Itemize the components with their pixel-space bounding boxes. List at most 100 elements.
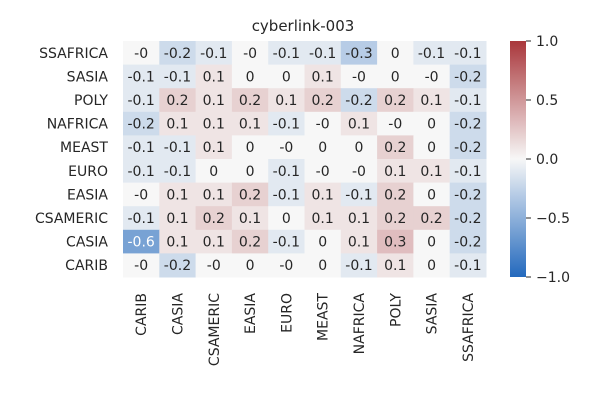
heatmap-cell: [268, 159, 305, 184]
heatmap-cell: [340, 159, 378, 184]
heatmap-cells: [123, 41, 487, 278]
heatmap-cell: [449, 182, 487, 207]
heatmap-cell-value: 0.1: [203, 117, 225, 133]
colorbar-tick-label: −0.5: [536, 211, 570, 227]
x-tick-label: CARIB: [134, 293, 150, 336]
heatmap-cell-value: -0.3: [345, 46, 372, 62]
heatmap-cell-value: -0.1: [345, 187, 372, 203]
y-tick-label: CASIA: [66, 235, 108, 251]
heatmap-cell-value: -0: [279, 258, 293, 274]
heatmap-cell-value: -0: [207, 258, 221, 274]
heatmap-cell: [377, 64, 414, 89]
heatmap-cell: [413, 64, 451, 89]
heatmap-cell-value: -0.1: [164, 140, 191, 156]
heatmap-cell-value: 0: [427, 187, 436, 203]
heatmap-cell: [377, 135, 414, 160]
x-tick-label: SSAFRICA: [461, 293, 477, 362]
heatmap-cell: [195, 41, 233, 66]
heatmap-cell: [231, 64, 269, 89]
heatmap-cell: [340, 88, 378, 113]
heatmap-cell-value: 0: [318, 235, 327, 251]
x-tick-label: NAFRICA: [352, 293, 368, 355]
y-tick-label: EASIA: [67, 187, 108, 203]
heatmap-cell: [231, 182, 269, 207]
heatmap-cell-value: 0.2: [166, 93, 188, 109]
heatmap-cell: [123, 253, 160, 278]
heatmap-cell-value: -0.1: [454, 93, 481, 109]
colorbar-tick-label: 1.0: [536, 34, 558, 50]
x-axis-tick-labels: CARIB CASIA CSAMERIC EASIA EURO MEAST NAFRICA P…: [134, 293, 477, 366]
heatmap-cell-value: 0: [246, 258, 255, 274]
heatmap-cell-value: 0.1: [348, 117, 370, 133]
heatmap-cell: [123, 229, 160, 254]
heatmap-cell: [231, 135, 269, 160]
heatmap-cell: [449, 229, 487, 254]
heatmap-cell-value: 0.1: [166, 117, 188, 133]
heatmap-cell: [195, 135, 233, 160]
heatmap-cell-value: -0.6: [127, 235, 154, 251]
heatmap-cell-value: 0: [391, 46, 400, 62]
heatmap-cell: [304, 182, 342, 207]
heatmap-cell: [340, 41, 378, 66]
heatmap-cell: [340, 182, 378, 207]
heatmap-cell-value: -0.2: [454, 69, 481, 85]
heatmap-cell-value: 0: [318, 140, 327, 156]
heatmap-cell-value: 0.1: [420, 164, 442, 180]
x-tick-label: SASIA: [425, 293, 441, 335]
heatmap-cell-value: 0.1: [166, 235, 188, 251]
heatmap-cell-value: 0.1: [203, 187, 225, 203]
heatmap-cell-value: -0.1: [127, 140, 154, 156]
y-tick-label: EURO: [68, 164, 108, 180]
heatmap-cell: [449, 111, 487, 136]
heatmap-cell: [268, 88, 305, 113]
heatmap-cell: [413, 253, 451, 278]
heatmap-cell-value: -0.1: [127, 69, 154, 85]
heatmap-cell-value: 0.1: [384, 258, 406, 274]
heatmap-cell: [304, 41, 342, 66]
heatmap-cell: [159, 64, 197, 89]
heatmap-cell-value: 0.1: [275, 93, 297, 109]
heatmap-cell-value: 0.2: [239, 235, 261, 251]
heatmap-cell: [268, 111, 305, 136]
heatmap-cell: [449, 253, 487, 278]
heatmap-cell: [231, 206, 269, 231]
heatmap-cell-value: -0.1: [127, 211, 154, 227]
heatmap-cell-labels: -0 -0.2 -0.1 -0 -0.1 -0.1 -0.3 0 -0.1 -0.1 -0.1 -0.…: [127, 46, 481, 274]
colorbar-tick-label: 0.0: [536, 152, 558, 168]
heatmap-cell: [304, 253, 342, 278]
heatmap-cell: [268, 229, 305, 254]
heatmap-cell: [304, 159, 342, 184]
heatmap-cell-value: -0.2: [454, 117, 481, 133]
heatmap-cell: [377, 41, 414, 66]
colorbar-ticks: 1.0 0.5 0.0 −0.5 −1.0: [526, 34, 570, 286]
heatmap-cell-value: 0.1: [348, 235, 370, 251]
heatmap-cell-value: 0.2: [384, 140, 406, 156]
heatmap-cell: [449, 41, 487, 66]
x-tick-label: POLY: [388, 293, 404, 327]
heatmap-cell-value: -0.1: [200, 46, 227, 62]
heatmap-cell-value: -0: [316, 117, 330, 133]
heatmap-cell: [268, 206, 305, 231]
colorbar-tick-label: −1.0: [536, 270, 570, 286]
heatmap-cell-value: 0.1: [203, 235, 225, 251]
heatmap-cell-value: 0.1: [420, 93, 442, 109]
heatmap-cell: [377, 111, 414, 136]
x-tick-label: CSAMERIC: [207, 293, 223, 366]
heatmap-cell-value: -0.1: [454, 164, 481, 180]
heatmap-cell-value: 0: [427, 140, 436, 156]
heatmap-cell: [449, 88, 487, 113]
y-tick-label: CSAMERIC: [35, 211, 108, 227]
heatmap-cell-value: 0.1: [203, 69, 225, 85]
heatmap-cell: [159, 253, 197, 278]
heatmap-cell: [123, 88, 160, 113]
heatmap-cell-value: -0: [352, 164, 366, 180]
heatmap-cell: [123, 64, 160, 89]
heatmap-cell-value: 0.2: [239, 93, 261, 109]
heatmap-cell: [449, 159, 487, 184]
heatmap-cell-value: -0: [134, 187, 148, 203]
heatmap-cell: [413, 111, 451, 136]
heatmap-cell-value: 0: [282, 69, 291, 85]
heatmap-cell: [377, 229, 414, 254]
heatmap-cell-value: 0.1: [239, 117, 261, 133]
heatmap-cell-value: -0.1: [273, 164, 300, 180]
